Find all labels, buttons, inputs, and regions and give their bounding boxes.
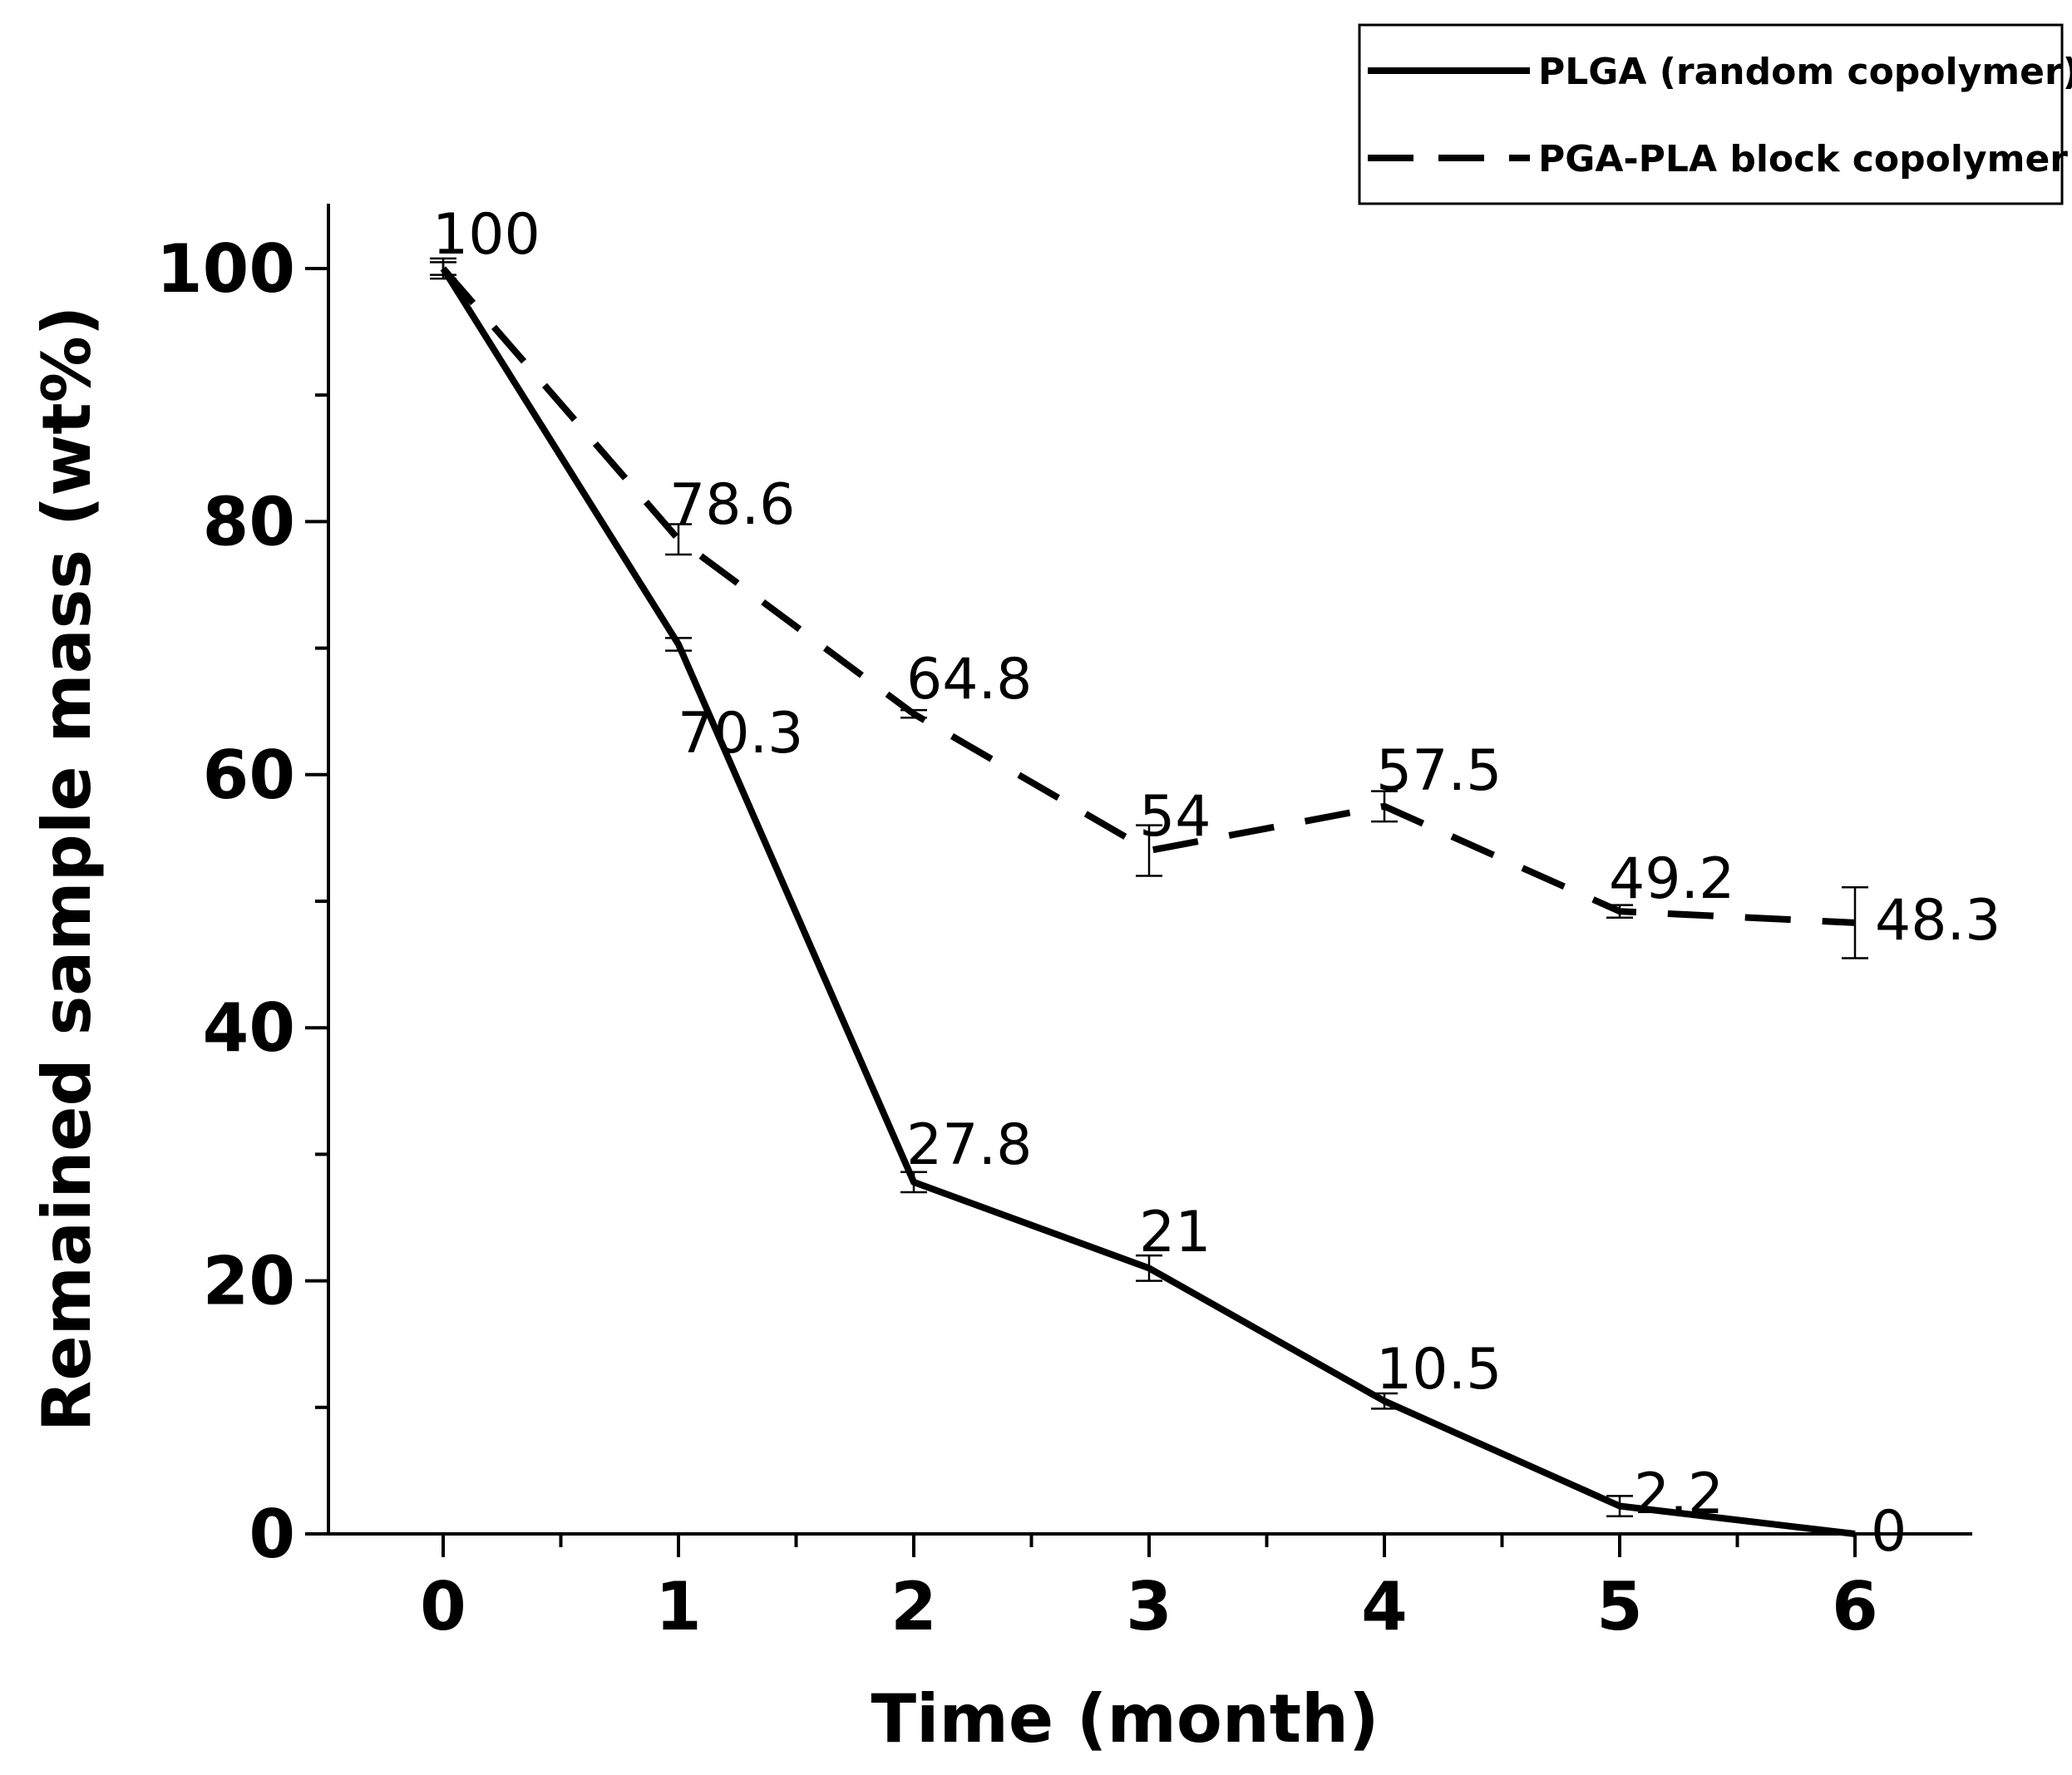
x-tick-label: 6: [1832, 1568, 1878, 1645]
data-label: 0: [1871, 1499, 1907, 1565]
error-bars: [430, 257, 1868, 1517]
x-ticks: 0 1 2 3 4 5 6: [420, 1534, 1878, 1645]
x-tick-label: 2: [890, 1568, 937, 1645]
data-label: 78.6: [669, 472, 795, 538]
x-tick-label: 0: [420, 1568, 466, 1645]
data-label: 10.5: [1376, 1337, 1502, 1403]
data-label: 100: [432, 202, 540, 268]
legend-box: [1358, 23, 2064, 205]
y-tick-label: 60: [203, 737, 295, 814]
data-label: 70.3: [678, 701, 803, 767]
legend: PLGA (random copolymer) PGA-PLA block co…: [1358, 23, 2072, 205]
y-tick-label: 80: [203, 483, 295, 560]
y-tick-label: 100: [156, 230, 295, 308]
data-label: 21: [1139, 1200, 1211, 1265]
data-label: 64.8: [906, 647, 1032, 712]
data-labels-plga: 100 70.3 27.8 21 10.5 2.2 0: [432, 202, 1907, 1565]
legend-label-plga: PLGA (random copolymer): [1538, 51, 2072, 93]
y-tick-label: 20: [203, 1243, 295, 1320]
y-ticks: 0 20 40 60 80 100: [156, 230, 328, 1573]
data-labels-pga-pla: 78.6 64.8 54 57.5 49.2 48.3: [669, 472, 2000, 954]
y-tick-label: 40: [203, 989, 295, 1067]
x-tick-label: 1: [655, 1568, 702, 1645]
x-tick-label: 3: [1126, 1568, 1172, 1645]
data-label: 54: [1139, 784, 1211, 850]
data-label: 27.8: [906, 1112, 1032, 1178]
x-tick-label: 4: [1361, 1568, 1408, 1645]
data-label: 49.2: [1609, 846, 1734, 912]
data-label: 57.5: [1376, 738, 1502, 804]
x-tick-label: 5: [1596, 1568, 1643, 1645]
y-tick-label: 0: [249, 1496, 295, 1573]
y-axis-title: Remained sample mass (wt%): [28, 306, 106, 1432]
legend-label-pga-pla: PGA-PLA block copolymer: [1538, 138, 2068, 180]
x-axis-title: Time (month): [871, 1680, 1379, 1758]
data-label: 48.3: [1875, 888, 2000, 954]
data-label: 2.2: [1634, 1462, 1724, 1527]
